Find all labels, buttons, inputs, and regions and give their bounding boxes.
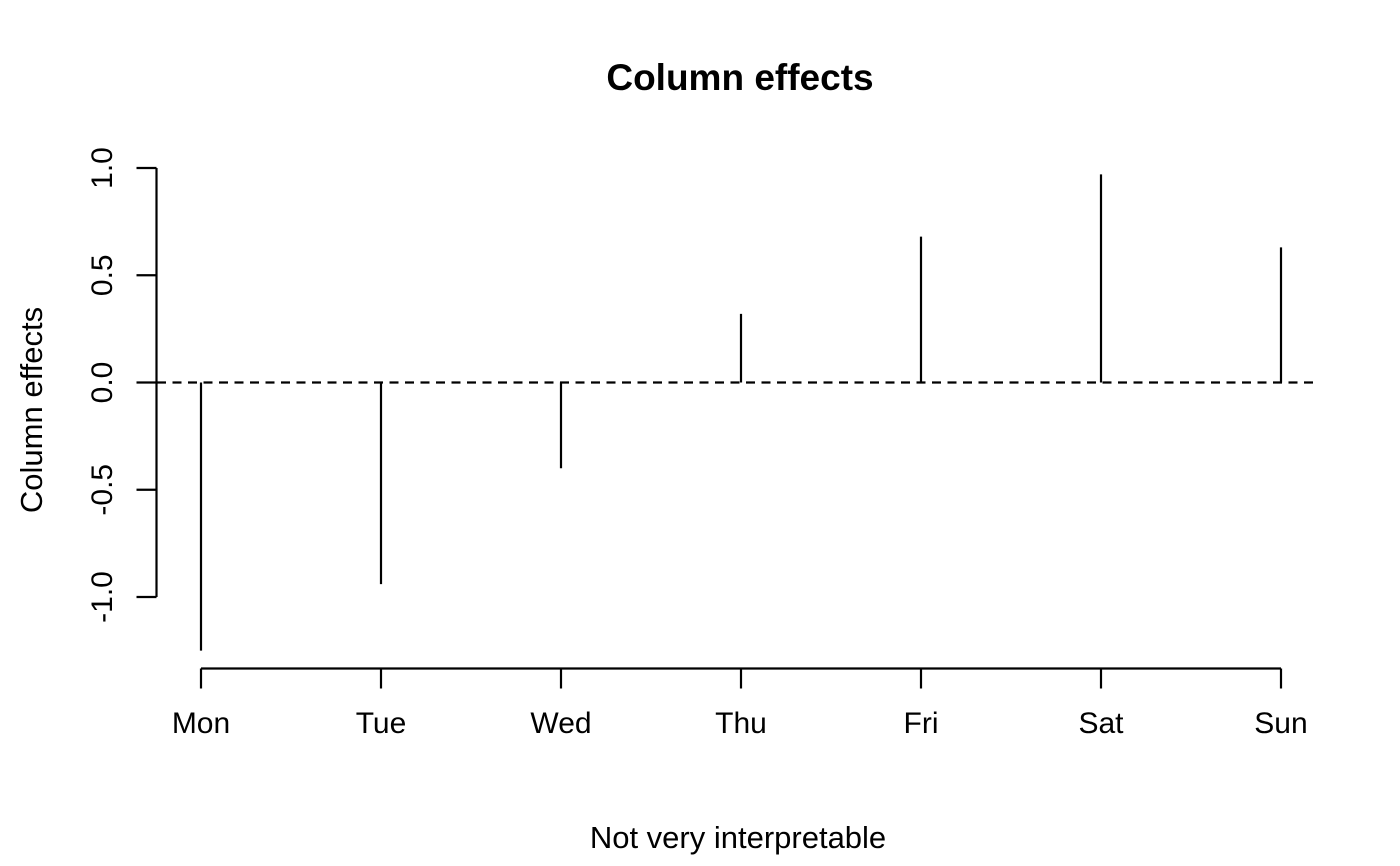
x-tick-label: Mon bbox=[172, 707, 230, 740]
y-tick-label: 0.5 bbox=[86, 254, 119, 296]
x-tick-label: Sat bbox=[1078, 707, 1124, 740]
y-axis-title: Column effects bbox=[14, 307, 49, 513]
chart-title: Column effects bbox=[606, 57, 873, 98]
y-tick-label: -1.0 bbox=[86, 571, 119, 623]
x-tick-label: Wed bbox=[530, 707, 591, 740]
y-tick-label: -0.5 bbox=[86, 464, 119, 516]
plot-layer: -1.0 -0.5 0.0 0.5 1.0 Mon Tue Wed Thu Fri Sat Sun bbox=[86, 147, 1319, 740]
y-tick-label: 1.0 bbox=[86, 147, 119, 189]
x-tick-label: Tue bbox=[356, 707, 407, 740]
x-axis-title: Not very interpretable bbox=[590, 820, 886, 855]
x-tick-label: Fri bbox=[904, 707, 939, 740]
y-tick-label: 0.0 bbox=[86, 362, 119, 404]
x-tick-label: Thu bbox=[715, 707, 767, 740]
x-tick-label: Sun bbox=[1254, 707, 1307, 740]
